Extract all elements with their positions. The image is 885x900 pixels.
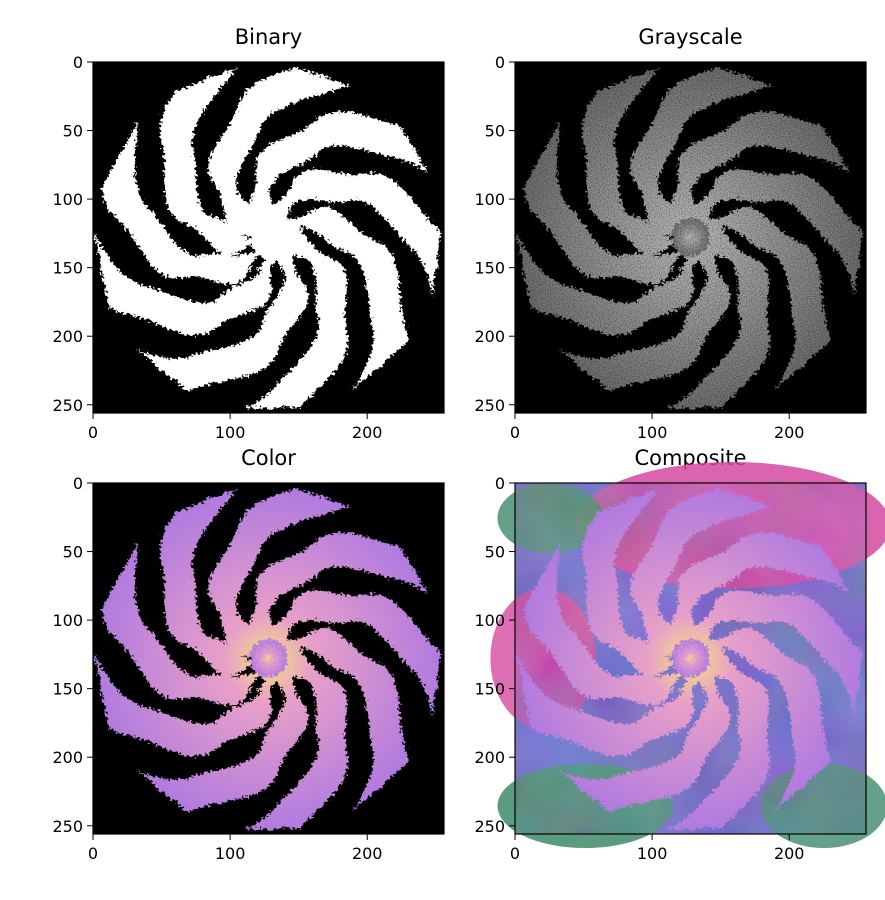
image-area — [490, 461, 885, 849]
y-tick-label: 100 — [474, 190, 505, 209]
y-tick-label: 100 — [52, 190, 83, 209]
y-tick-label: 150 — [52, 259, 83, 278]
y-tick-label: 50 — [485, 543, 505, 562]
fractal-arms — [94, 488, 442, 832]
subplot-title: Grayscale — [638, 25, 742, 49]
x-tick-label: 200 — [774, 844, 805, 863]
image-area — [515, 62, 866, 413]
y-tick-label: 0 — [495, 53, 505, 72]
axes-frame — [514, 482, 867, 835]
fractal-shape — [94, 67, 442, 411]
y-tick-label: 150 — [474, 259, 505, 278]
y-tick-label: 250 — [52, 396, 83, 415]
y-tick-label: 100 — [52, 611, 83, 630]
x-tick-label: 100 — [215, 423, 246, 442]
y-tick-label: 250 — [474, 396, 505, 415]
y-tick-label: 50 — [63, 122, 83, 141]
y-tick-label: 150 — [52, 680, 83, 699]
y-tick-label: 0 — [495, 474, 505, 493]
y-tick-label: 250 — [474, 817, 505, 836]
x-tick-label: 200 — [774, 423, 805, 442]
fractal-arms — [516, 488, 864, 832]
fractal-arms — [94, 67, 442, 411]
y-tick-label: 100 — [474, 611, 505, 630]
y-tick-label: 0 — [73, 474, 83, 493]
axes-frame — [92, 482, 445, 835]
fractal-core — [249, 218, 288, 257]
x-tick-label: 100 — [215, 844, 246, 863]
fractal-core — [249, 639, 288, 678]
x-tick-label: 0 — [510, 844, 520, 863]
subplot-binary: Binary 0 100 200 0 50 100 150 200 250 — [52, 25, 445, 442]
axes-frame — [514, 61, 867, 414]
y-tick-label: 250 — [52, 817, 83, 836]
fractal-shape — [516, 488, 864, 832]
x-tick-label: 200 — [352, 844, 383, 863]
subplot-color: Color 0 100 200 0 50 100 150 200 250 — [52, 446, 445, 863]
subplot-title: Binary — [235, 25, 302, 49]
x-tick-label: 100 — [637, 423, 668, 442]
y-tick-label: 50 — [63, 543, 83, 562]
y-tick-label: 200 — [474, 327, 505, 346]
y-tick-label: 200 — [52, 327, 83, 346]
x-tick-label: 0 — [88, 423, 98, 442]
y-tick-label: 0 — [73, 53, 83, 72]
x-tick-label: 0 — [510, 423, 520, 442]
axes-frame — [92, 61, 445, 414]
subplot-title: Color — [241, 446, 296, 470]
subplot-grayscale: Grayscale 0 100 200 0 50 100 150 200 250 — [474, 25, 867, 442]
y-tick-label: 200 — [474, 748, 505, 767]
x-tick-label: 200 — [352, 423, 383, 442]
fractal-core — [671, 639, 710, 678]
image-area — [93, 62, 444, 413]
speckle-overlay — [515, 62, 866, 413]
x-tick-label: 100 — [637, 844, 668, 863]
x-tick-label: 0 — [88, 844, 98, 863]
image-area — [93, 483, 444, 834]
y-tick-label: 200 — [52, 748, 83, 767]
fractal-shape — [94, 488, 442, 832]
y-tick-label: 50 — [485, 122, 505, 141]
y-tick-label: 150 — [474, 680, 505, 699]
